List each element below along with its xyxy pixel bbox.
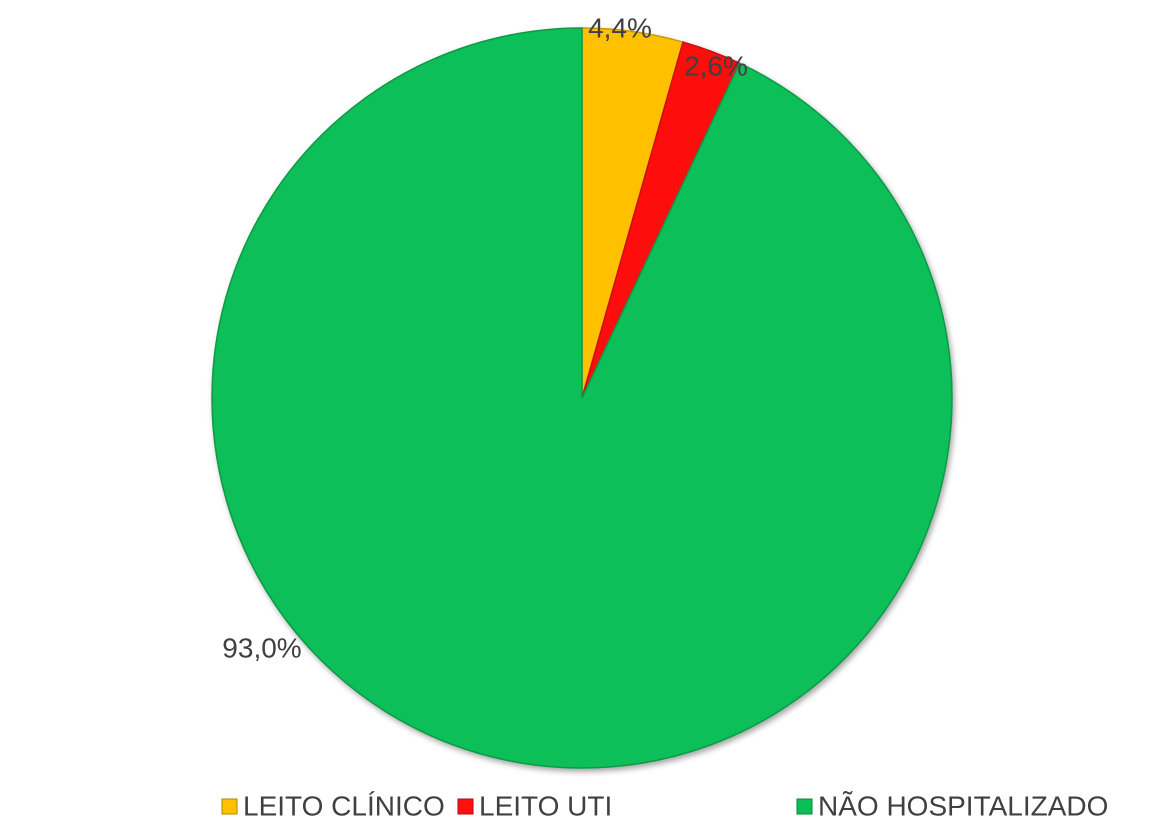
data-label: 4,4%: [588, 12, 652, 43]
legend-label: LEITO CLÍNICO: [243, 790, 445, 821]
pie: [211, 27, 953, 769]
data-label: 93,0%: [222, 632, 301, 663]
legend-label: LEITO UTI: [479, 790, 612, 821]
legend-marker: [796, 798, 813, 815]
pie-slice: [211, 27, 953, 769]
legend-label: NÃO HOSPITALIZADO: [818, 790, 1108, 821]
legend-marker: [457, 798, 474, 815]
data-label: 2,6%: [684, 50, 748, 81]
legend-marker: [221, 798, 238, 815]
